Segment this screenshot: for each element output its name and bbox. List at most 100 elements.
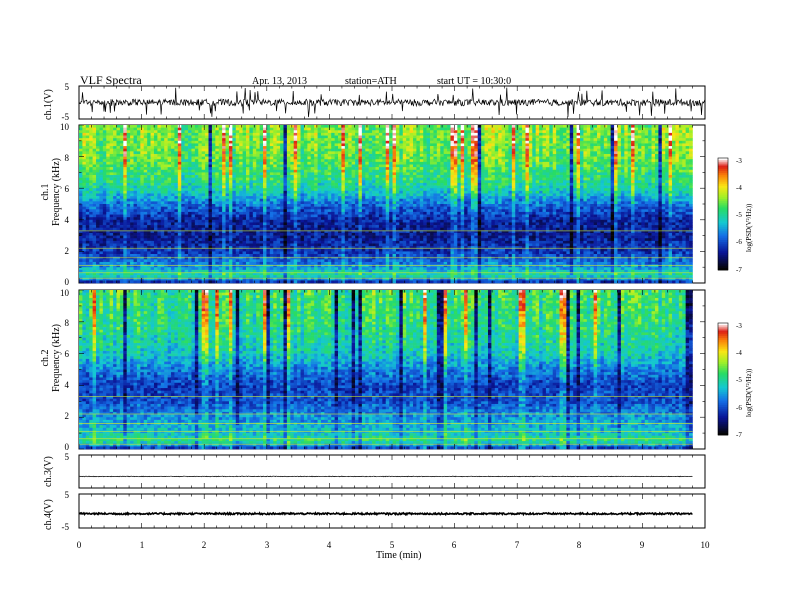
spec-cell: [126, 251, 131, 255]
spec-cell: [96, 227, 100, 231]
spec-cell: [355, 193, 359, 197]
spec-cell: [239, 261, 243, 265]
spec-cell: [96, 172, 100, 176]
spec-cell: [184, 148, 189, 152]
spec-cell: [355, 127, 359, 131]
spec-cell: [300, 169, 305, 173]
spec-cell: [222, 214, 226, 218]
spec-cell: [269, 240, 274, 244]
spec-cell: [174, 211, 179, 215]
spec-cell: [283, 232, 288, 236]
spec-cell: [211, 277, 216, 281]
spec-cell: [181, 217, 185, 221]
spec-cell: [239, 196, 243, 200]
spec-cell: [252, 248, 257, 252]
spec-cell: [184, 240, 189, 244]
spec-cell: [106, 243, 110, 247]
spec-cell: [303, 269, 308, 273]
spec-cell: [334, 254, 339, 257]
spec-cell: [293, 256, 298, 260]
spec-cell: [293, 261, 298, 265]
spec-cell: [225, 251, 230, 255]
spec-cell: [228, 190, 233, 194]
spec-cell: [249, 135, 254, 139]
spec-cell: [211, 196, 216, 200]
spec-cell: [263, 261, 267, 265]
spec-cell: [109, 280, 114, 284]
spec-cell: [109, 214, 114, 218]
spec-cell: [286, 214, 291, 218]
spec-cell: [181, 146, 185, 149]
spec-cell: [225, 185, 230, 189]
spec-cell: [113, 235, 117, 239]
spec-cell: [164, 256, 168, 260]
spec-cell: [228, 225, 233, 228]
spec-cell: [218, 204, 223, 207]
spec-cell: [102, 214, 107, 218]
spec-cell: [307, 217, 312, 221]
spec-cell: [358, 182, 363, 186]
spec-cell: [123, 235, 128, 239]
spec-cell: [113, 159, 117, 163]
spec-cell: [188, 167, 192, 171]
spec-cell: [249, 185, 254, 189]
spec-cell: [109, 259, 114, 263]
spec-cell: [242, 204, 247, 207]
spec-cell: [344, 164, 349, 168]
spec-cell: [174, 227, 179, 231]
spec-cell: [344, 172, 349, 176]
spec-cell: [157, 151, 162, 155]
spec-cell: [297, 269, 301, 273]
spec-cell: [136, 235, 141, 239]
spec-cell: [317, 248, 322, 252]
spec-cell: [126, 159, 131, 163]
spec-cell: [198, 182, 202, 186]
spec-cell: [232, 211, 237, 215]
spec-cell: [228, 143, 233, 147]
spec-cell: [211, 240, 216, 244]
spec-cell: [290, 217, 295, 221]
spec-cell: [198, 180, 202, 184]
spec-cell: [106, 198, 110, 202]
spec-cell: [157, 240, 162, 244]
spec-cell: [324, 151, 329, 155]
spec-cell: [256, 167, 260, 171]
spec-cell: [174, 225, 179, 228]
spec-cell: [109, 180, 114, 184]
spec-cell: [171, 196, 175, 200]
spec-cell: [140, 267, 145, 271]
spec-cell: [164, 193, 168, 197]
spec-cell: [235, 140, 240, 144]
spec-cell: [273, 214, 277, 218]
spec-cell: [293, 140, 298, 144]
spec-cell: [225, 227, 230, 231]
spec-cell: [147, 219, 151, 223]
spec-cell: [102, 280, 107, 284]
spec-cell: [109, 153, 114, 157]
spec-cell: [177, 140, 182, 144]
spec-cell: [269, 264, 274, 268]
spec-cell: [150, 211, 155, 215]
spec-cell: [99, 196, 104, 200]
spec-cell: [269, 188, 274, 192]
spec-cell: [191, 238, 196, 242]
spec-cell: [181, 182, 185, 186]
spec-cell: [344, 206, 349, 210]
spec-cell: [150, 156, 155, 160]
spec-cell: [276, 127, 281, 131]
spec-cell: [351, 151, 356, 155]
spec-cell: [171, 214, 175, 218]
spec-cell: [184, 185, 189, 189]
spec-cell: [211, 138, 216, 142]
spec-cell: [225, 182, 230, 186]
spec-cell: [201, 204, 206, 207]
spec-cell: [157, 182, 162, 186]
spec-cell: [174, 264, 179, 268]
spec-cell: [222, 232, 226, 236]
spec-cell: [283, 204, 288, 207]
spec-cell: [188, 146, 192, 149]
spec-cell: [327, 153, 332, 157]
spec-cell: [317, 148, 322, 152]
spec-cell: [307, 280, 312, 284]
spec-cell: [160, 280, 165, 284]
